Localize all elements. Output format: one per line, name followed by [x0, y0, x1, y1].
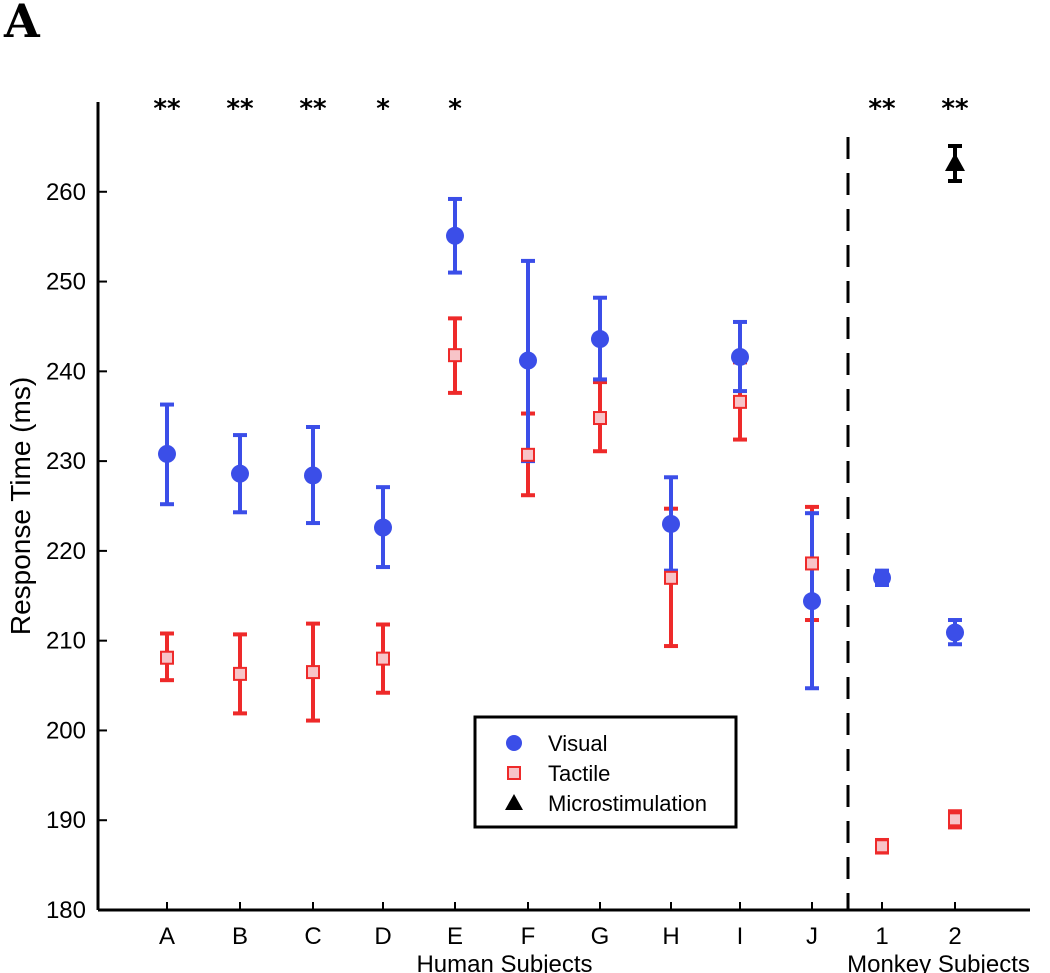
x-tick-label: F [521, 923, 536, 950]
axes: 180 190 200 210 220 230 240 250 260 A B C D E F G H I J 1 2 R… [5, 102, 1030, 973]
legend-label: Microstimulation [548, 791, 707, 816]
x-tick-label: E [447, 923, 463, 950]
y-tick-label: 230 [46, 448, 86, 475]
tactile-point [875, 839, 889, 854]
visual-point [662, 514, 680, 533]
tactile-point [376, 651, 390, 666]
tactile-point [233, 666, 247, 681]
x-tick-label: 2 [948, 923, 961, 950]
significance-label: * [448, 94, 462, 124]
significance-label: ** [941, 94, 969, 124]
significance-label: ** [153, 94, 181, 124]
tactile-point [593, 411, 607, 426]
x-tick-label: 1 [875, 923, 888, 950]
visual-point [231, 464, 249, 483]
y-tick-label: 210 [46, 628, 86, 655]
legend-label: Tactile [548, 761, 610, 786]
visual-point [946, 623, 964, 642]
visual-point [446, 226, 464, 245]
visual-point [803, 592, 821, 611]
significance-labels: ** ** ** * * ** ** [153, 94, 969, 124]
tactile-point [664, 570, 678, 585]
y-tick-label: 240 [46, 358, 86, 385]
tactile-point [805, 556, 819, 571]
y-tick-label: 250 [46, 269, 86, 296]
visual-point [304, 466, 322, 485]
legend-label: Visual [548, 731, 608, 756]
y-tick-label: 180 [46, 897, 86, 924]
y-tick-label: 190 [46, 807, 86, 834]
x-tick-label: A [159, 923, 175, 950]
y-axis-label: Response Time (ms) [5, 377, 36, 635]
error-bars [160, 143, 962, 855]
x-tick-label: J [806, 923, 818, 950]
y-tick-label: 260 [46, 179, 86, 206]
microstimulation-point [945, 153, 965, 172]
data-markers [158, 153, 965, 854]
x-tick-label: C [304, 923, 321, 950]
y-tick-label: 220 [46, 538, 86, 565]
legend: Visual Tactile Microstimulation [473, 715, 738, 829]
legend-tactile-marker [507, 766, 521, 780]
visual-point [873, 568, 891, 587]
significance-label: ** [226, 94, 254, 124]
tactile-point [306, 665, 320, 680]
legend-microstimulation-marker [505, 794, 523, 810]
legend-visual-marker [506, 735, 522, 751]
visual-point [591, 330, 609, 349]
x-tick-label: H [662, 923, 679, 950]
visual-point [731, 347, 749, 366]
group-label: Human Subjects [416, 951, 592, 973]
x-tick-label: I [737, 923, 744, 950]
tactile-point [160, 650, 174, 665]
panel-label: A [4, 0, 40, 48]
x-tick-label: G [591, 923, 610, 950]
x-tick-label: B [232, 923, 248, 950]
tactile-point [448, 348, 462, 363]
group-label: Monkey Subjects [847, 951, 1030, 973]
tactile-point [948, 812, 962, 827]
x-tick-label: D [374, 923, 391, 950]
visual-point [374, 518, 392, 537]
tactile-point [733, 394, 747, 409]
visual-point [158, 444, 176, 463]
visual-point [519, 351, 537, 370]
significance-label: * [376, 94, 390, 124]
significance-label: ** [299, 94, 327, 124]
tactile-point [521, 447, 535, 462]
significance-label: ** [868, 94, 896, 124]
y-tick-label: 200 [46, 717, 86, 744]
